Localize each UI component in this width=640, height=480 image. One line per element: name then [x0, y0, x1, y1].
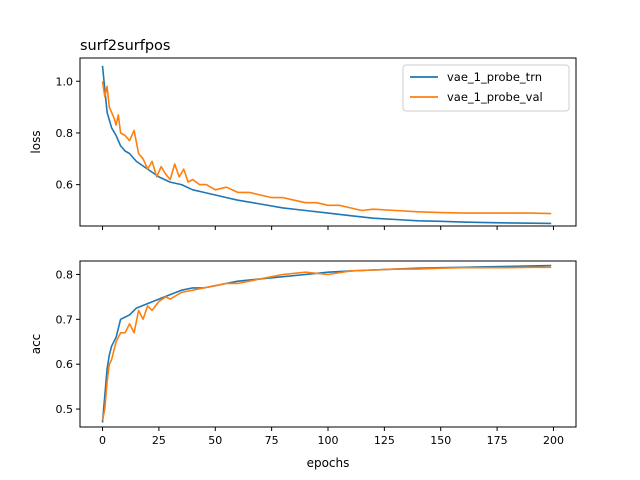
legend-label-vae_1_probe_trn: vae_1_probe_trn	[447, 70, 542, 84]
acc-xtick-label: 175	[487, 434, 508, 447]
legend-label-vae_1_probe_val: vae_1_probe_val	[447, 90, 543, 104]
acc-ylabel: acc	[29, 334, 43, 355]
loss-series-vae_1_probe_trn	[101, 65, 552, 225]
acc-series-vae_1_probe_val	[101, 266, 552, 421]
acc-xlabel: epochs	[307, 456, 350, 470]
chart-title: surf2surfpos	[80, 38, 170, 54]
acc-xtick-label: 100	[318, 434, 339, 447]
acc-xtick-label: 75	[265, 434, 279, 447]
acc-axes: 0 25 50 75 100 125 150 175 200 0.5 0.6 0.7 0.8 acc epo…	[29, 260, 577, 470]
acc-xtick-label: 0	[99, 434, 106, 447]
acc-ytick-label: 0.5	[56, 403, 74, 416]
acc-xtick-label: 200	[543, 434, 564, 447]
loss-series-vae_1_probe_val	[101, 81, 552, 215]
acc-ytick-label: 0.8	[56, 268, 74, 281]
acc-xtick-label: 125	[374, 434, 395, 447]
loss-ytick-label: 0.8	[56, 127, 74, 140]
acc-ytick-label: 0.7	[56, 313, 74, 326]
acc-ytick-label: 0.6	[56, 358, 74, 371]
acc-xtick-label: 150	[430, 434, 451, 447]
acc-xtick-label: 25	[152, 434, 166, 447]
legend-box	[402, 64, 570, 112]
loss-axes: 0.6 0.8 1.0 loss vae_1_probe_trn vae_1_probe_…	[29, 57, 577, 230]
loss-ylabel: loss	[29, 130, 43, 153]
acc-xtick-label: 50	[208, 434, 222, 447]
loss-ytick-label: 1.0	[56, 75, 74, 88]
loss-ytick-label: 0.6	[56, 179, 74, 192]
